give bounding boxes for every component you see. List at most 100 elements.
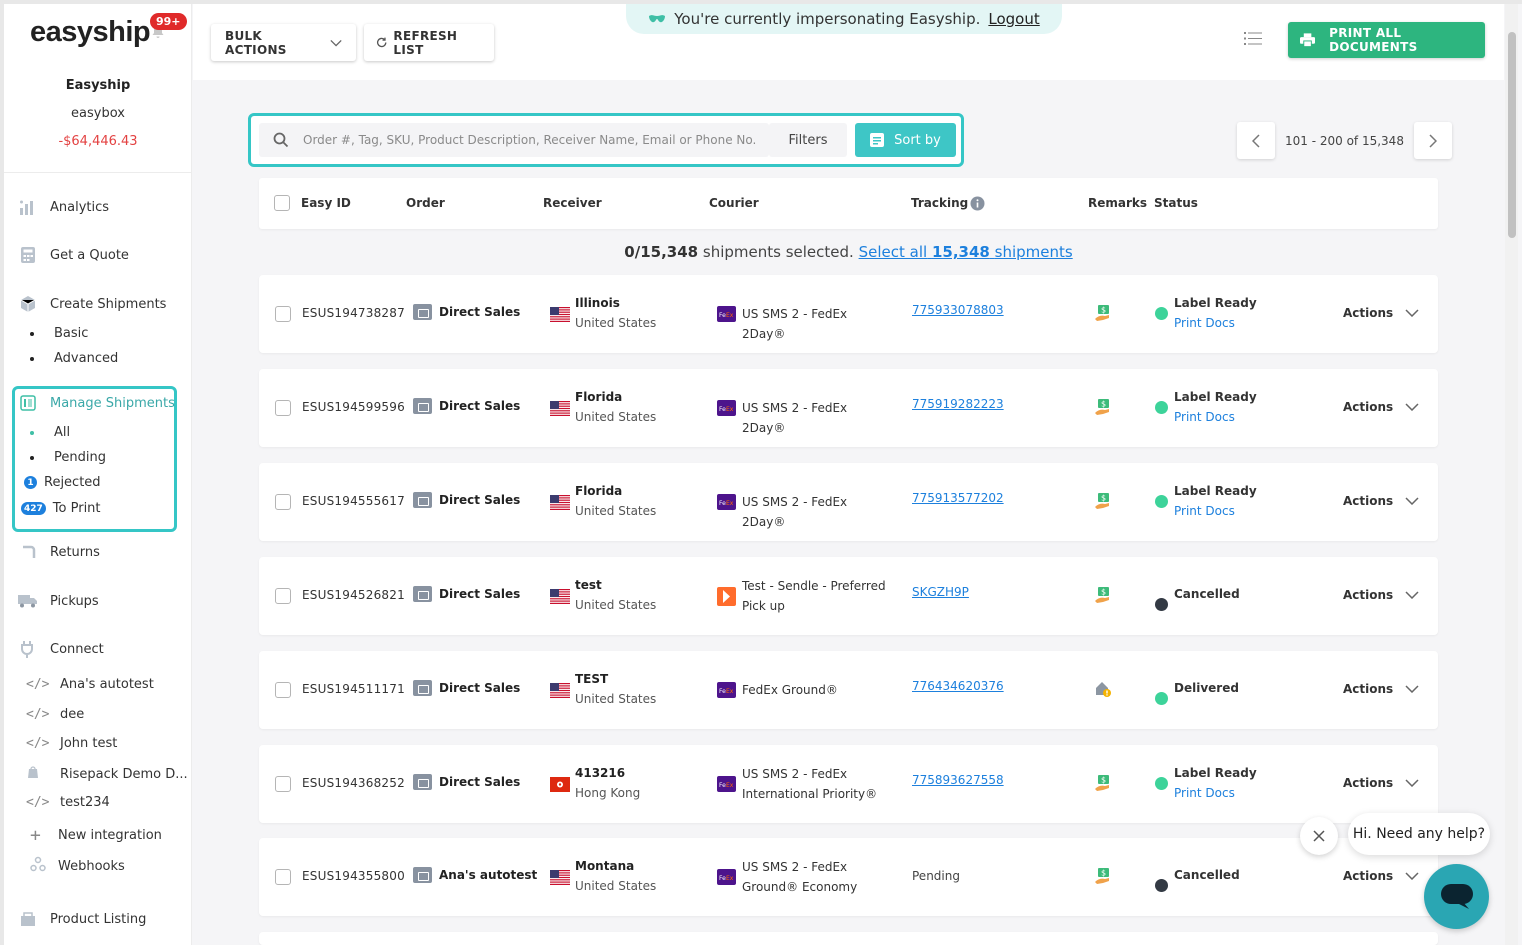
shipment-row[interactable]: ESUS194526821 Direct Sales test United Stat… — [259, 557, 1438, 635]
integration-item[interactable]: </> test234 — [26, 795, 110, 810]
easy-id[interactable]: ESUS194526821 — [302, 588, 405, 602]
col-tracking[interactable]: Tracking — [911, 196, 969, 210]
easy-id[interactable]: ESUS194738287 — [302, 306, 405, 320]
row-checkbox[interactable] — [275, 869, 291, 885]
integration-item[interactable]: </> John test — [26, 736, 117, 751]
row-checkbox[interactable] — [275, 306, 291, 322]
shipment-row[interactable]: ESUS194738287 Direct Sales Illinois United … — [259, 275, 1438, 353]
row-checkbox[interactable] — [275, 494, 291, 510]
insurance-money-icon[interactable]: $ — [1094, 398, 1112, 420]
actions-dropdown[interactable]: Actions — [1343, 588, 1419, 602]
chat-launcher-button[interactable] — [1424, 864, 1489, 929]
col-order[interactable]: Order — [406, 196, 445, 210]
svg-text:Ex: Ex — [726, 406, 734, 413]
nav-create-shipments[interactable]: Create Shipments — [4, 295, 192, 313]
row-checkbox[interactable] — [275, 400, 291, 416]
actions-dropdown[interactable]: Actions — [1343, 682, 1419, 696]
shipment-row[interactable]: ESUS194599596 Direct Sales Florida United S… — [259, 369, 1438, 447]
tracking-number[interactable]: SKGZH9P — [912, 585, 969, 599]
tracking-number[interactable]: 775913577202 — [912, 491, 1004, 505]
col-courier[interactable]: Courier — [709, 196, 759, 210]
nav-create-advanced[interactable]: Advanced — [26, 351, 118, 366]
integration-item[interactable]: Risepack Demo D... — [26, 765, 188, 783]
nav-create-basic[interactable]: Basic — [26, 326, 88, 341]
print-docs-link[interactable]: Print Docs — [1174, 504, 1235, 518]
integration-item[interactable]: </> dee — [26, 707, 84, 722]
insurance-money-icon[interactable]: $ — [1094, 304, 1112, 326]
shipment-row[interactable]: ESUS194368252 Direct Sales 413216 Hong Kong… — [259, 745, 1438, 823]
nav-manage-shipments[interactable]: Manage Shipments — [4, 394, 192, 412]
nav-manage-pending[interactable]: Pending — [26, 450, 106, 465]
receiver-name: Montana — [575, 859, 635, 873]
sort-by-button[interactable]: Sort by — [855, 123, 956, 157]
scrollbar[interactable] — [1505, 4, 1518, 945]
col-easy-id[interactable]: Easy ID — [301, 196, 351, 210]
tracking-number[interactable]: 776434620376 — [912, 679, 1004, 693]
easy-id[interactable]: ESUS194355800 — [302, 869, 405, 883]
shipment-row[interactable]: ESUS194355800 Ana's autotest Montana United… — [259, 838, 1438, 916]
tracking-number[interactable]: 775893627558 — [912, 773, 1004, 787]
info-icon[interactable] — [970, 196, 985, 211]
print-docs-link[interactable]: Print Docs — [1174, 786, 1235, 800]
easyship-logo[interactable]: easyship — [30, 16, 151, 48]
nav-manage-rejected[interactable]: 1 Rejected — [24, 475, 101, 490]
col-remarks[interactable]: Remarks — [1088, 196, 1148, 210]
chevron-down-icon — [330, 39, 342, 46]
chat-prompt[interactable]: Hi. Need any help? — [1348, 813, 1490, 855]
actions-dropdown[interactable]: Actions — [1343, 306, 1419, 320]
nav-product-listing[interactable]: Product Listing — [4, 910, 192, 928]
insurance-money-icon[interactable]: $ — [1094, 586, 1112, 608]
integration-item[interactable]: </> Ana's autotest — [26, 677, 154, 692]
actions-dropdown[interactable]: Actions — [1343, 776, 1419, 790]
refresh-list-button[interactable]: REFRESH LIST — [364, 24, 494, 61]
scroll-thumb[interactable] — [1508, 32, 1516, 238]
tracking-number[interactable]: 775933078803 — [912, 303, 1004, 317]
list-view-icon[interactable] — [1244, 31, 1262, 46]
house-warning-icon[interactable] — [1094, 680, 1112, 702]
chat-close-button[interactable] — [1300, 817, 1338, 855]
nav-pickups[interactable]: Pickups — [4, 592, 192, 610]
shipment-row[interactable]: ESUS194511171 Direct Sales TEST United Stat… — [259, 651, 1438, 729]
insurance-money-icon[interactable]: $ — [1094, 492, 1112, 514]
shipment-row[interactable]: ESUS194555617 Direct Sales Florida United S… — [259, 463, 1438, 541]
next-page-button[interactable] — [1413, 122, 1452, 159]
nav-get-quote[interactable]: Get a Quote — [4, 246, 192, 264]
easy-id[interactable]: ESUS194368252 — [302, 776, 405, 790]
tracking-number[interactable]: 775919282223 — [912, 397, 1004, 411]
nav-analytics[interactable]: Analytics — [4, 198, 192, 216]
select-all-checkbox[interactable] — [274, 195, 290, 211]
print-all-documents-button[interactable]: PRINT ALL DOCUMENTS — [1288, 22, 1485, 58]
nav-connect[interactable]: Connect — [4, 640, 192, 658]
easy-id[interactable]: ESUS194599596 — [302, 400, 405, 414]
filters-button[interactable]: Filters — [769, 123, 847, 157]
chevron-down-icon — [1405, 591, 1419, 599]
row-checkbox[interactable] — [275, 682, 291, 698]
actions-dropdown[interactable]: Actions — [1343, 869, 1419, 883]
notification-badge[interactable]: 99+ — [150, 13, 187, 30]
row-checkbox[interactable] — [275, 776, 291, 792]
webhooks-link[interactable]: Webhooks — [30, 856, 125, 876]
easy-id[interactable]: ESUS194555617 — [302, 494, 405, 508]
bulk-actions-button[interactable]: BULK ACTIONS — [211, 24, 356, 61]
search-input[interactable] — [303, 133, 763, 147]
col-receiver[interactable]: Receiver — [543, 196, 602, 210]
actions-dropdown[interactable]: Actions — [1343, 400, 1419, 414]
print-docs-link[interactable]: Print Docs — [1174, 410, 1235, 424]
col-status[interactable]: Status — [1154, 196, 1198, 210]
insurance-money-icon[interactable]: $ — [1094, 867, 1112, 889]
nav-manage-to-print[interactable]: 427 To Print — [21, 501, 101, 516]
print-docs-link[interactable]: Print Docs — [1174, 316, 1235, 330]
logout-link[interactable]: Logout — [988, 10, 1040, 28]
row-checkbox[interactable] — [275, 588, 291, 604]
select-all-link[interactable]: Select all 15,348 shipments — [859, 243, 1073, 261]
search-field[interactable] — [259, 123, 769, 157]
nav-returns[interactable]: Returns — [4, 543, 192, 561]
actions-dropdown[interactable]: Actions — [1343, 494, 1419, 508]
insurance-money-icon[interactable]: $ — [1094, 774, 1112, 796]
prev-page-button[interactable] — [1237, 122, 1275, 159]
order-label: Direct Sales — [439, 305, 521, 319]
shipment-row[interactable] — [259, 932, 1438, 945]
nav-manage-all[interactable]: All — [26, 425, 70, 440]
easy-id[interactable]: ESUS194511171 — [302, 682, 405, 696]
new-integration-button[interactable]: + New integration — [30, 825, 162, 846]
